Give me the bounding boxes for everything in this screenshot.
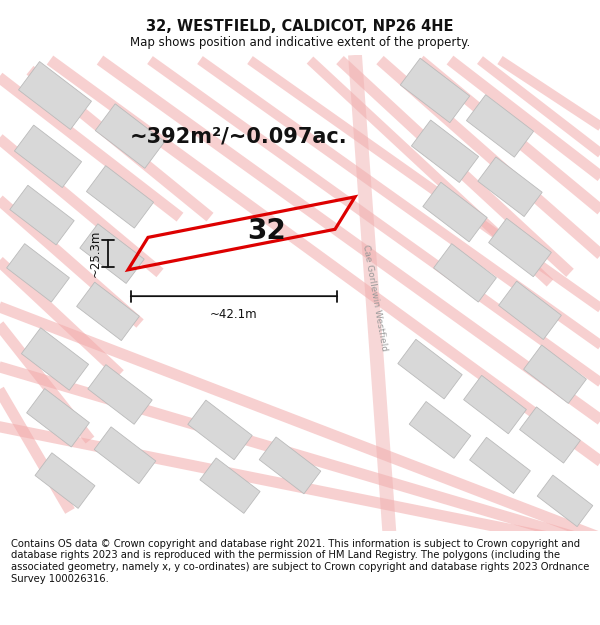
Polygon shape bbox=[95, 104, 164, 168]
Polygon shape bbox=[464, 376, 526, 434]
Polygon shape bbox=[94, 427, 156, 484]
Polygon shape bbox=[423, 182, 487, 242]
Polygon shape bbox=[19, 61, 91, 129]
Polygon shape bbox=[77, 282, 139, 341]
Polygon shape bbox=[88, 364, 152, 424]
Text: Contains OS data © Crown copyright and database right 2021. This information is : Contains OS data © Crown copyright and d… bbox=[11, 539, 589, 584]
Polygon shape bbox=[35, 452, 95, 508]
Polygon shape bbox=[400, 58, 470, 122]
Polygon shape bbox=[470, 438, 530, 494]
Text: Cae Gorllewin Westfield: Cae Gorllewin Westfield bbox=[361, 244, 389, 352]
Polygon shape bbox=[412, 120, 479, 182]
Polygon shape bbox=[7, 244, 70, 302]
Text: 32, WESTFIELD, CALDICOT, NP26 4HE: 32, WESTFIELD, CALDICOT, NP26 4HE bbox=[146, 19, 454, 34]
Polygon shape bbox=[259, 437, 321, 494]
Polygon shape bbox=[434, 244, 496, 302]
Polygon shape bbox=[537, 475, 593, 527]
Text: Map shows position and indicative extent of the property.: Map shows position and indicative extent… bbox=[130, 36, 470, 49]
Text: 32: 32 bbox=[247, 217, 286, 246]
Text: ~42.1m: ~42.1m bbox=[210, 308, 258, 321]
Polygon shape bbox=[26, 389, 89, 447]
Polygon shape bbox=[488, 218, 551, 277]
Polygon shape bbox=[398, 339, 462, 399]
Polygon shape bbox=[200, 458, 260, 513]
Text: ~392m²/~0.097ac.: ~392m²/~0.097ac. bbox=[130, 126, 347, 146]
Polygon shape bbox=[188, 400, 252, 460]
Text: ~25.3m: ~25.3m bbox=[89, 230, 102, 278]
Polygon shape bbox=[86, 166, 154, 228]
Polygon shape bbox=[22, 328, 89, 390]
Polygon shape bbox=[466, 95, 533, 157]
Polygon shape bbox=[10, 185, 74, 245]
Polygon shape bbox=[499, 281, 562, 339]
Polygon shape bbox=[409, 401, 471, 458]
Polygon shape bbox=[478, 157, 542, 216]
Polygon shape bbox=[14, 125, 82, 188]
Polygon shape bbox=[80, 224, 144, 283]
Polygon shape bbox=[520, 407, 580, 463]
Polygon shape bbox=[524, 345, 586, 403]
